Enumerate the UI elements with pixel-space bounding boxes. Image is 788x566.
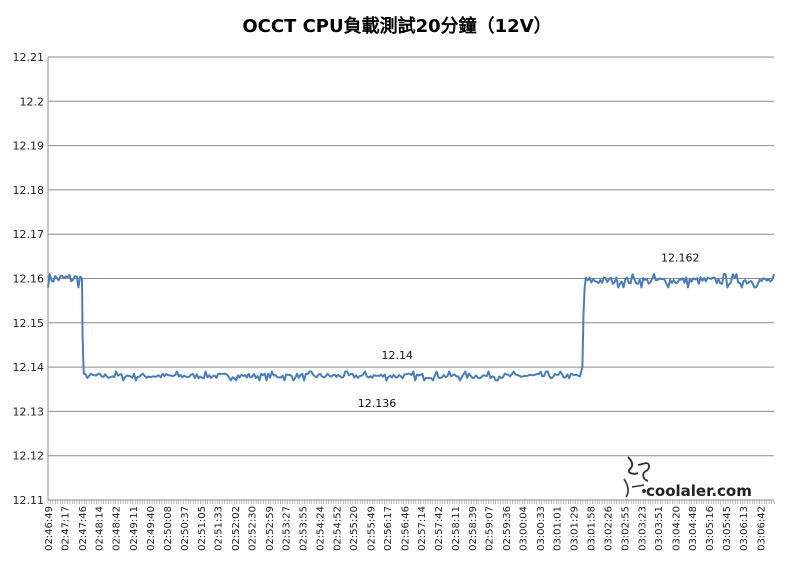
x-tick-label: 02:48:14	[95, 506, 106, 551]
x-tick-label: 02:52:30	[248, 506, 259, 551]
x-tick-label: 02:52:02	[231, 506, 242, 551]
y-tick-label: 12.15	[13, 317, 45, 330]
x-tick-label: 02:58:39	[468, 506, 479, 551]
data-labels: 12.14 12.136 12.162	[358, 252, 700, 410]
data-label: 12.162	[661, 252, 700, 265]
x-tick-label: 03:04:48	[688, 506, 699, 551]
x-tick-label: 02:55:49	[366, 506, 377, 551]
y-tick-label: 12.12	[13, 450, 45, 463]
y-tick-label: 12.13	[13, 405, 45, 418]
x-tick-label: 02:47:46	[78, 506, 89, 551]
x-tick-label: 02:46:49	[44, 506, 55, 551]
x-tick-label: 03:05:45	[722, 506, 733, 551]
x-tick-label: 03:06:42	[756, 506, 767, 551]
x-tick-label: 02:49:40	[146, 506, 157, 551]
x-tick-label: 03:00:33	[536, 506, 547, 551]
x-tick-label: 02:58:11	[451, 506, 462, 551]
y-tick-label: 12.16	[13, 273, 45, 286]
x-tick-label: 02:57:42	[434, 506, 445, 551]
x-tick-label: 02:59:36	[502, 506, 513, 551]
x-tick-label: 03:01:01	[553, 506, 564, 551]
x-tick-label: 02:52:59	[265, 506, 276, 551]
y-axis-ticks: 12.11 12.12 12.13 12.14 12.15 12.16 12.17 12.18…	[13, 51, 45, 507]
y-tick-label: 12.17	[13, 228, 45, 241]
x-tick-label: 02:48:42	[111, 506, 122, 551]
x-tick-label: 02:50:08	[163, 506, 174, 551]
x-tick-label: 03:05:16	[705, 506, 716, 551]
x-tick-label: 03:02:55	[621, 506, 632, 551]
x-tick-label: 03:00:04	[519, 506, 530, 551]
x-tick-label: 03:01:29	[569, 506, 580, 551]
x-tick-label: 02:56:17	[383, 506, 394, 551]
x-tick-label: 02:54:24	[316, 506, 327, 551]
watermark: coolaler.com	[623, 456, 752, 500]
x-tick-label: 03:04:20	[671, 506, 682, 551]
series-line	[47, 273, 775, 382]
watermark-brush-icon	[623, 456, 650, 498]
chart-title: OCCT CPU負載測試20分鐘（12V）	[242, 15, 551, 37]
x-tick-label: 02:55:20	[349, 506, 360, 551]
x-tick-label: 02:59:07	[485, 506, 496, 551]
x-tick-label: 03:03:51	[654, 506, 665, 551]
data-label: 12.14	[382, 349, 414, 362]
x-tick-label: 03:02:26	[603, 506, 614, 551]
x-tick-label: 03:01:58	[587, 506, 598, 551]
y-tick-label: 12.21	[13, 51, 45, 64]
x-axis-ticks: 02:46:49 02:47:17 02:47:46 02:48:14 02:48:42…	[44, 506, 767, 551]
axes	[47, 57, 775, 504]
x-tick-label: 02:54:52	[332, 506, 343, 551]
y-tick-label: 12.14	[13, 361, 45, 374]
x-tick-label: 02:57:14	[417, 506, 428, 551]
x-tick-label: 03:06:13	[739, 506, 750, 551]
y-tick-label: 12.19	[13, 140, 45, 153]
x-tick-label: 02:49:11	[129, 506, 140, 551]
x-tick-label: 02:50:37	[180, 506, 191, 551]
series-group	[47, 273, 775, 382]
y-tick-label: 12.11	[13, 494, 45, 507]
grid-lines	[48, 56, 774, 457]
x-tick-label: 02:51:05	[197, 506, 208, 551]
y-tick-label: 12.2	[20, 95, 45, 108]
watermark-text: coolaler.com	[646, 482, 752, 500]
x-tick-label: 02:47:17	[61, 506, 72, 551]
x-tick-label: 02:53:55	[298, 506, 309, 551]
x-tick-label: 02:56:46	[400, 506, 411, 551]
x-tick-label: 03:03:23	[637, 506, 648, 551]
x-tick-label: 02:51:33	[214, 506, 225, 551]
y-tick-label: 12.18	[13, 184, 45, 197]
data-label: 12.136	[358, 397, 397, 410]
x-tick-label: 02:53:27	[282, 506, 293, 551]
